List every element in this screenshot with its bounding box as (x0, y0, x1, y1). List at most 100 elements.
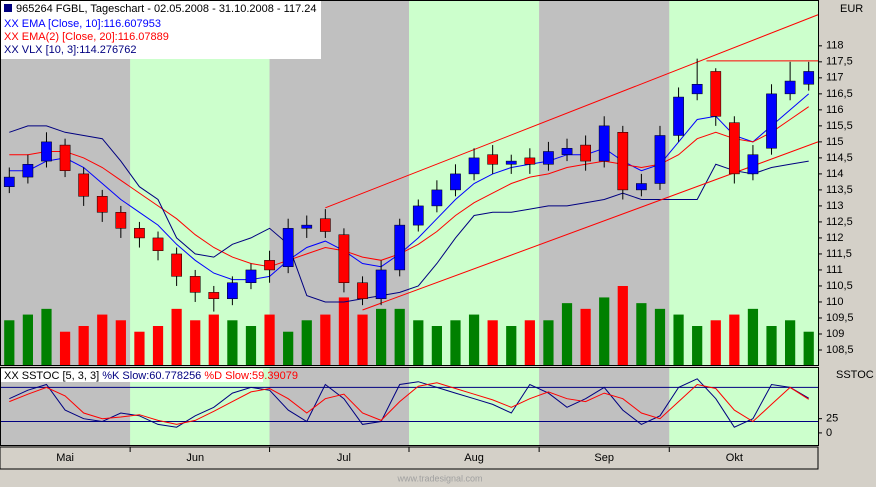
month-band (130, 1, 270, 366)
candle-body (431, 189, 443, 207)
candle-body (728, 122, 740, 175)
y-tick-label: 114,5 (826, 152, 853, 164)
volume-bar (115, 320, 126, 366)
volume-bar (692, 326, 703, 366)
y-tick-label: 112,5 (826, 216, 853, 228)
volume-bar (376, 308, 387, 366)
legend-entry: %K Slow:60.778256 (102, 370, 201, 382)
candle-body (301, 224, 313, 229)
candle-body (468, 157, 480, 175)
volume-bar (301, 320, 312, 366)
y-tick-label: 109 (826, 328, 844, 340)
indicator-line (9, 125, 809, 303)
volume-bar (208, 314, 219, 366)
y-tick-label: 115,5 (826, 120, 853, 132)
candle-body (3, 176, 15, 187)
legend-box (1, 1, 321, 59)
volume-bar (803, 331, 814, 366)
month-band (539, 368, 670, 446)
candle-body (319, 218, 331, 232)
y-tick-label: 108,5 (826, 344, 854, 356)
candle-body (636, 183, 647, 191)
stoch-legend: XX SSTOC [5, 3, 3] %K Slow:60.778256 %D … (4, 370, 298, 382)
y-tick-label: 109,5 (826, 312, 854, 324)
watermark: www.tradesignal.com (396, 473, 482, 483)
stoch-legend-box (1, 369, 263, 382)
volume-bar (543, 320, 554, 366)
y-tick-label: 110 (826, 296, 844, 308)
y-tick-label: 113 (826, 200, 844, 212)
y-tick-label: 116,5 (826, 88, 853, 100)
candle-body (654, 135, 666, 184)
legend-entry: %D Slow:59.39079 (204, 370, 298, 382)
candle-body (543, 151, 554, 165)
volume-bar (227, 320, 238, 366)
y-tick-label: 117,5 (826, 56, 853, 68)
month-band (669, 1, 818, 366)
candle-body (152, 237, 164, 251)
stoch-line (9, 382, 809, 425)
candle-body (747, 154, 759, 175)
volume-bar (59, 331, 71, 366)
volume-bar (22, 314, 33, 366)
volume-bar (41, 308, 52, 366)
month-band (269, 368, 409, 446)
overlay: Mai Jun Jul Aug Sep Okt 108,5 109 109,5 110 110,5 1… (0, 0, 854, 470)
volume-bar (506, 326, 517, 366)
volume-bar (4, 320, 15, 366)
y-tick-label: 115 (826, 136, 844, 148)
volume-bar (152, 326, 164, 366)
candle-body (598, 125, 610, 162)
candle-body (450, 173, 461, 191)
month-band (409, 368, 540, 446)
volume-bar (580, 308, 591, 366)
candle-body (227, 282, 238, 300)
candle-body (784, 80, 796, 95)
y-tick-label: 112 (826, 232, 844, 244)
candle-body (22, 164, 34, 178)
month-band (0, 1, 131, 366)
volume-bar (245, 326, 257, 366)
trendline (325, 14, 819, 209)
symbol-icon (4, 4, 12, 12)
volume-bar (413, 320, 424, 366)
chart-title: 965264 FGBL, Tageschart - 02.05.2008 - 3… (16, 3, 316, 15)
y-tick-label: 117 (826, 72, 844, 84)
candle-body (189, 276, 201, 293)
volume-bar (785, 320, 796, 366)
candle-body (617, 132, 629, 191)
y-tick-label: 118 (826, 40, 844, 52)
volume-bar (190, 320, 201, 366)
volume-bar (134, 331, 145, 366)
volume-bar (654, 308, 666, 366)
volume-bar (468, 314, 480, 366)
volume-bar (78, 326, 89, 366)
candle-body (524, 157, 536, 165)
candle-body (561, 148, 573, 155)
candle-body (412, 205, 424, 226)
volume-bar (487, 320, 498, 366)
candle-body (487, 154, 499, 165)
volume-bar (431, 326, 442, 366)
y-tick-label: 110,5 (826, 280, 853, 292)
x-tick-label: Sep (594, 452, 614, 464)
panel-border (0, 0, 819, 366)
volume-bar (264, 314, 275, 366)
price-axis-label: EUR (840, 3, 863, 15)
y-tick-label: 111 (826, 264, 843, 276)
x-tick-label: Jun (186, 452, 204, 464)
indicator-line (9, 106, 809, 268)
volume-bar (320, 314, 331, 366)
volume-bar (729, 314, 740, 366)
volume-bar (617, 286, 628, 366)
candle-body (115, 212, 127, 229)
candle-body (803, 71, 815, 85)
candle-body (171, 253, 182, 277)
candle-body (766, 93, 777, 149)
volume-bar (338, 297, 350, 366)
month-band (669, 368, 818, 446)
candle-body (264, 260, 275, 271)
candle-body (96, 196, 108, 213)
y-tick-label: 0 (826, 427, 832, 439)
